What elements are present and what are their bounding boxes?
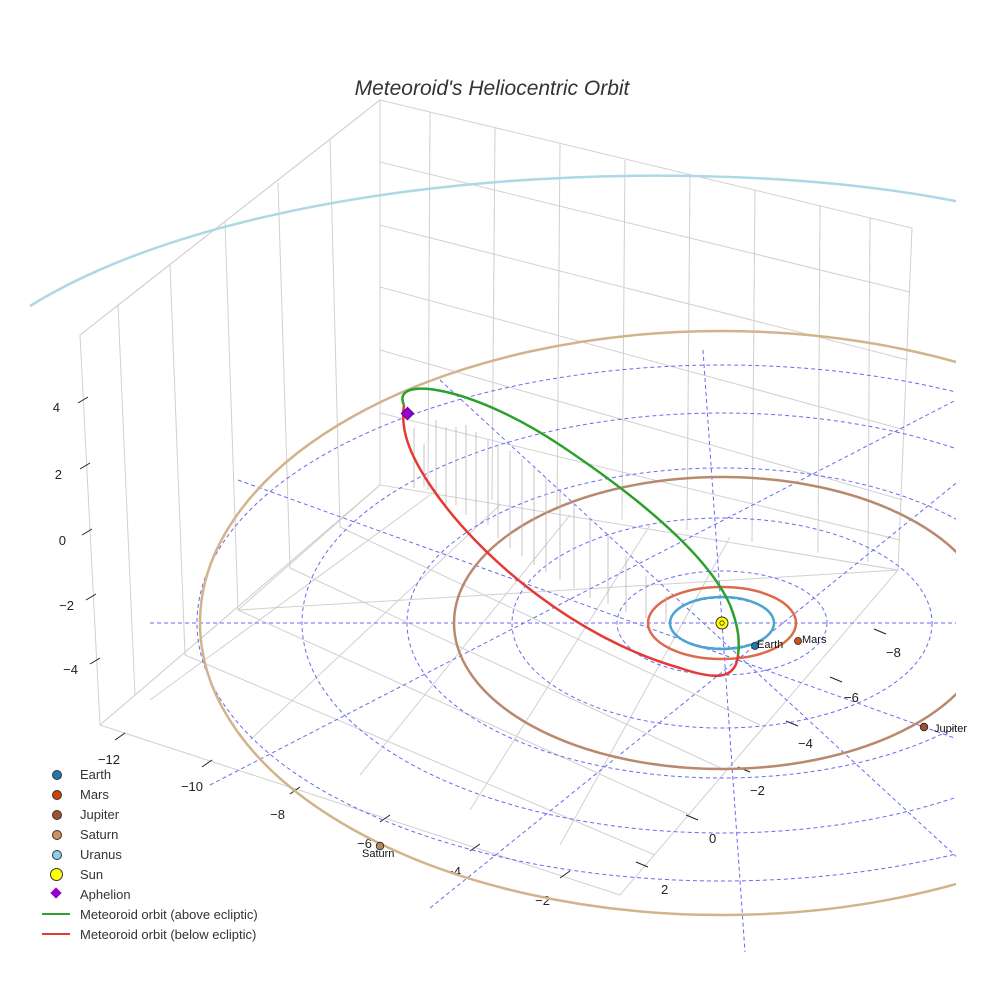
jupiter-marker xyxy=(919,722,929,732)
ref-ray xyxy=(237,479,956,740)
z-axis: 4 2 0 −2 −4 xyxy=(53,396,101,677)
z-tick xyxy=(81,528,93,536)
z-tick xyxy=(89,657,101,665)
ref-ring xyxy=(301,412,956,834)
ref-ray xyxy=(429,482,956,909)
ref-ray xyxy=(702,349,746,953)
legend: Earth Mars Jupiter Saturn Uranus Sun Aph… xyxy=(40,764,258,944)
jupiter-label: Jupiter xyxy=(934,723,967,735)
saturn-marker xyxy=(375,841,385,851)
y-axis: −8 −6 −4 −2 0 2 xyxy=(635,628,901,897)
legend-item: Mars xyxy=(40,784,258,804)
z-tick-label: 0 xyxy=(59,533,66,548)
legend-label: Uranus xyxy=(80,846,122,862)
z-tick xyxy=(79,462,91,470)
y-tick xyxy=(685,814,699,821)
y-tick-label: −2 xyxy=(750,783,765,798)
uranus-orbit xyxy=(29,174,956,308)
ref-ray xyxy=(439,379,956,857)
x-tick-label: −12 xyxy=(98,752,120,767)
x-tick-label: −8 xyxy=(270,807,285,822)
legend-item: Meteoroid orbit (below ecliptic) xyxy=(40,924,258,944)
orbit-above-legend-icon xyxy=(40,904,74,924)
y-tick xyxy=(829,676,843,683)
earth-orbit xyxy=(668,595,776,651)
y-tick-label: 0 xyxy=(709,831,716,846)
y-tick xyxy=(635,861,649,868)
earth-label: Earth xyxy=(757,639,783,651)
legend-label: Sun xyxy=(80,866,104,882)
legend-item: Aphelion xyxy=(40,884,258,904)
ref-ring xyxy=(406,467,956,779)
y-tick xyxy=(873,628,887,635)
earth-legend-icon xyxy=(40,764,74,784)
sun-glow xyxy=(715,616,729,630)
legend-label: Meteoroid orbit (below ecliptic) xyxy=(80,926,257,942)
jupiter-legend-icon xyxy=(40,804,74,824)
x-tick-label: −10 xyxy=(181,779,203,794)
back-wall-grid xyxy=(79,99,381,336)
legend-label: Meteoroid orbit (above ecliptic) xyxy=(80,906,258,922)
ref-ray xyxy=(209,399,956,786)
saturn-legend-icon xyxy=(40,824,74,844)
z-tick-label: 4 xyxy=(53,400,60,415)
mars-marker xyxy=(794,637,802,645)
meteoroid-orbit-above xyxy=(401,387,740,656)
y-tick-label: 2 xyxy=(661,882,668,897)
y-tick-label: −4 xyxy=(798,736,813,751)
legend-item: Meteoroid orbit (above ecliptic) xyxy=(40,904,258,924)
y-tick xyxy=(785,720,799,727)
meteoroid-orbit-below xyxy=(401,404,740,678)
y-tick-label: −6 xyxy=(844,690,859,705)
back-wall-right xyxy=(379,99,913,571)
legend-item: Saturn xyxy=(40,824,258,844)
sun-marker xyxy=(715,616,729,630)
sun-core xyxy=(719,620,725,626)
z-tick xyxy=(85,593,97,601)
y-tick-label: −8 xyxy=(886,645,901,660)
z-tick-label: 2 xyxy=(55,467,62,482)
legend-item: Uranus xyxy=(40,844,258,864)
saturn-orbit xyxy=(198,329,956,917)
earth-marker xyxy=(751,642,759,650)
legend-item: Jupiter xyxy=(40,804,258,824)
orbit-below-legend-icon xyxy=(40,924,74,944)
saturn-label: Saturn xyxy=(362,848,394,860)
ref-ring xyxy=(196,364,956,882)
x-tick xyxy=(201,759,213,768)
legend-label: Saturn xyxy=(80,826,119,842)
aphelion-marker xyxy=(400,406,415,421)
x-tick xyxy=(559,870,571,879)
mars-orbit xyxy=(646,585,798,661)
drop-lines xyxy=(413,420,667,622)
z-tick-label: −4 xyxy=(63,662,78,677)
z-tick-label: −2 xyxy=(59,598,74,613)
x-tick xyxy=(379,814,391,823)
sun-legend-icon xyxy=(40,864,74,884)
ref-ring xyxy=(511,517,933,729)
legend-label: Aphelion xyxy=(80,886,131,902)
back-wall-left xyxy=(79,98,381,727)
z-tick xyxy=(77,396,89,404)
chart-title: Meteoroid's Heliocentric Orbit xyxy=(355,77,631,100)
ecliptic-grid xyxy=(150,349,956,953)
legend-item: Sun xyxy=(40,864,258,884)
legend-item: Earth xyxy=(40,764,258,784)
jupiter-orbit xyxy=(452,475,956,771)
legend-label: Earth xyxy=(80,766,112,782)
legend-label: Jupiter xyxy=(80,806,120,822)
x-tick-label: −6 xyxy=(357,836,372,851)
mars-label: Mars xyxy=(802,634,827,646)
uranus-legend-icon xyxy=(40,844,74,864)
legend-label: Mars xyxy=(80,786,109,802)
x-tick xyxy=(114,732,126,741)
aphelion-legend-icon xyxy=(40,884,74,904)
mars-legend-icon xyxy=(40,784,74,804)
